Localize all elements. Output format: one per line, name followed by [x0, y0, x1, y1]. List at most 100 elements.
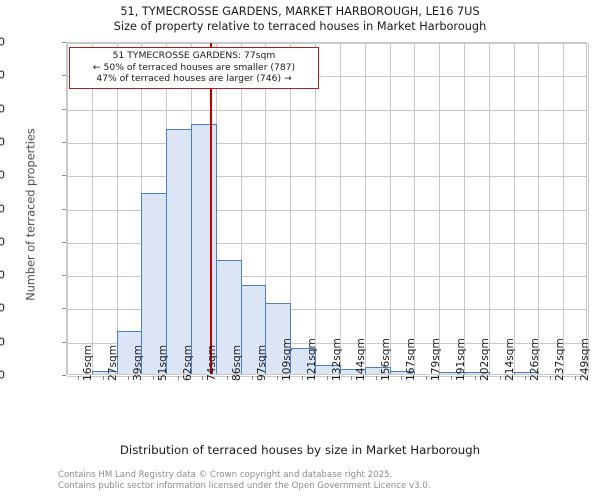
footer-line-1: Contains HM Land Registry data © Crown c…: [58, 470, 393, 480]
x-axis-tick-label: 16sqm: [82, 344, 95, 381]
x-axis-tick-mark: [475, 376, 477, 380]
y-axis-tick-label: 250: [0, 202, 5, 215]
y-axis-tick-mark: [62, 241, 66, 243]
y-axis-tick-label: 50: [0, 335, 5, 349]
annotation-line-1: 51 TYMECROSSE GARDENS: 77sqm: [112, 50, 276, 61]
footer-attribution: Contains HM Land Registry data © Crown c…: [58, 470, 598, 491]
x-axis-tick-label: 132sqm: [330, 338, 343, 381]
histogram-bar: [166, 128, 192, 374]
gridline-horizontal: [67, 209, 586, 211]
y-axis-tick-label: 100: [0, 301, 5, 315]
y-axis-tick-mark: [62, 141, 66, 143]
y-axis-tick-mark: [62, 175, 66, 177]
page-subtitle: Size of property relative to terraced ho…: [113, 20, 487, 33]
y-axis-tick-label: 450: [0, 68, 5, 82]
gridline-horizontal: [67, 142, 586, 144]
x-axis-tick-label: 86sqm: [231, 344, 244, 381]
y-axis-title: Number of terraced properties: [24, 128, 38, 301]
x-axis-tick-mark: [425, 376, 427, 380]
x-axis-tick-mark: [376, 376, 378, 380]
gridline-vertical: [538, 43, 539, 374]
y-axis-tick-mark: [62, 208, 66, 210]
gridline-vertical: [265, 43, 266, 374]
y-axis-tick-label: 200: [0, 235, 5, 249]
gridline-horizontal: [67, 76, 586, 78]
x-axis-tick-label: 74sqm: [206, 344, 219, 381]
y-axis-tick-label: 500: [0, 35, 5, 49]
x-axis-tick-label: 62sqm: [181, 344, 194, 381]
x-axis-tick-label: 109sqm: [280, 338, 293, 381]
gridline-vertical: [489, 43, 490, 374]
annotation-callout: 51 TYMECROSSE GARDENS: 77sqm ← 50% of te…: [69, 47, 319, 89]
x-axis-tick-label: 121sqm: [305, 338, 318, 381]
chart-plot-area: [66, 42, 589, 377]
x-axis-tick-mark: [152, 376, 154, 380]
x-axis-tick-mark: [128, 376, 130, 380]
gridline-horizontal: [67, 309, 586, 311]
x-axis-tick-label: 39sqm: [132, 344, 145, 381]
x-axis-tick-label: 144sqm: [355, 338, 368, 381]
footer-line-2: Contains public sector information licen…: [58, 480, 431, 491]
gridline-vertical: [67, 43, 68, 374]
gridline-vertical: [241, 43, 242, 374]
y-axis-tick-label: 300: [0, 168, 5, 182]
x-axis-tick-label: 214sqm: [504, 338, 517, 381]
x-axis-tick-label: 97sqm: [256, 344, 269, 381]
y-axis-tick-mark: [62, 375, 66, 376]
x-axis-tick-label: 226sqm: [528, 338, 541, 381]
x-axis-tick-mark: [400, 376, 402, 380]
histogram-bar: [464, 372, 490, 374]
y-axis-tick-mark: [62, 75, 66, 77]
x-axis-tick-mark: [252, 376, 254, 380]
x-axis-tick-mark: [326, 376, 328, 380]
x-axis-tick-label: 237sqm: [553, 338, 566, 381]
histogram-bar: [241, 285, 266, 374]
histogram-bar: [191, 124, 217, 374]
x-axis-tick-label: 51sqm: [156, 344, 169, 381]
x-axis-tick-label: 179sqm: [429, 338, 442, 381]
histogram-bar: [514, 372, 539, 374]
gridline-vertical: [439, 43, 440, 374]
gridline-vertical: [365, 43, 366, 374]
y-axis-tick-label: 350: [0, 135, 5, 149]
page-title: 51, TYMECROSSE GARDENS, MARKET HARBOROUG…: [120, 5, 480, 18]
x-axis-tick-mark: [574, 376, 576, 380]
y-axis-tick-mark: [62, 308, 66, 310]
x-axis-tick-label: 202sqm: [479, 338, 492, 381]
x-axis-tick-mark: [177, 376, 179, 380]
gridline-vertical: [290, 43, 291, 374]
x-axis-tick-label: 249sqm: [578, 338, 591, 381]
gridline-horizontal: [67, 342, 586, 344]
histogram-bar: [216, 260, 242, 374]
gridline-vertical: [390, 43, 391, 374]
gridline-vertical: [315, 43, 316, 374]
x-axis-tick-mark: [500, 376, 502, 380]
gridline-horizontal: [67, 176, 586, 178]
gridline-vertical: [563, 43, 564, 374]
gridline-vertical: [588, 43, 589, 374]
x-axis-tick-mark: [549, 376, 551, 380]
title-block: 51, TYMECROSSE GARDENS, MARKET HARBOROUG…: [0, 4, 600, 35]
x-axis-tick-label: 167sqm: [404, 338, 417, 381]
x-axis-tick-label: 156sqm: [380, 338, 393, 381]
y-axis-tick-label: 400: [0, 102, 5, 116]
x-axis-tick-mark: [78, 376, 80, 380]
y-axis-tick-mark: [62, 42, 66, 43]
annotation-line-2: ← 50% of terraced houses are smaller (78…: [92, 61, 296, 73]
y-axis-tick-mark: [62, 341, 66, 343]
gridline-vertical: [464, 43, 465, 374]
y-axis-tick-label: 150: [0, 268, 5, 282]
gridline-horizontal: [67, 276, 586, 278]
gridline-vertical: [340, 43, 341, 374]
x-axis-tick-mark: [227, 376, 229, 380]
annotation-line-3: 47% of terraced houses are larger (746) …: [96, 73, 292, 84]
gridline-horizontal: [67, 109, 586, 111]
x-axis-tick-mark: [301, 376, 303, 380]
histogram-bar: [265, 303, 291, 374]
x-axis-tick-mark: [524, 376, 526, 380]
gridline-vertical: [117, 43, 118, 374]
gridline-vertical: [514, 43, 515, 374]
y-axis-tick-mark: [62, 108, 66, 110]
property-marker-line: [209, 43, 212, 374]
